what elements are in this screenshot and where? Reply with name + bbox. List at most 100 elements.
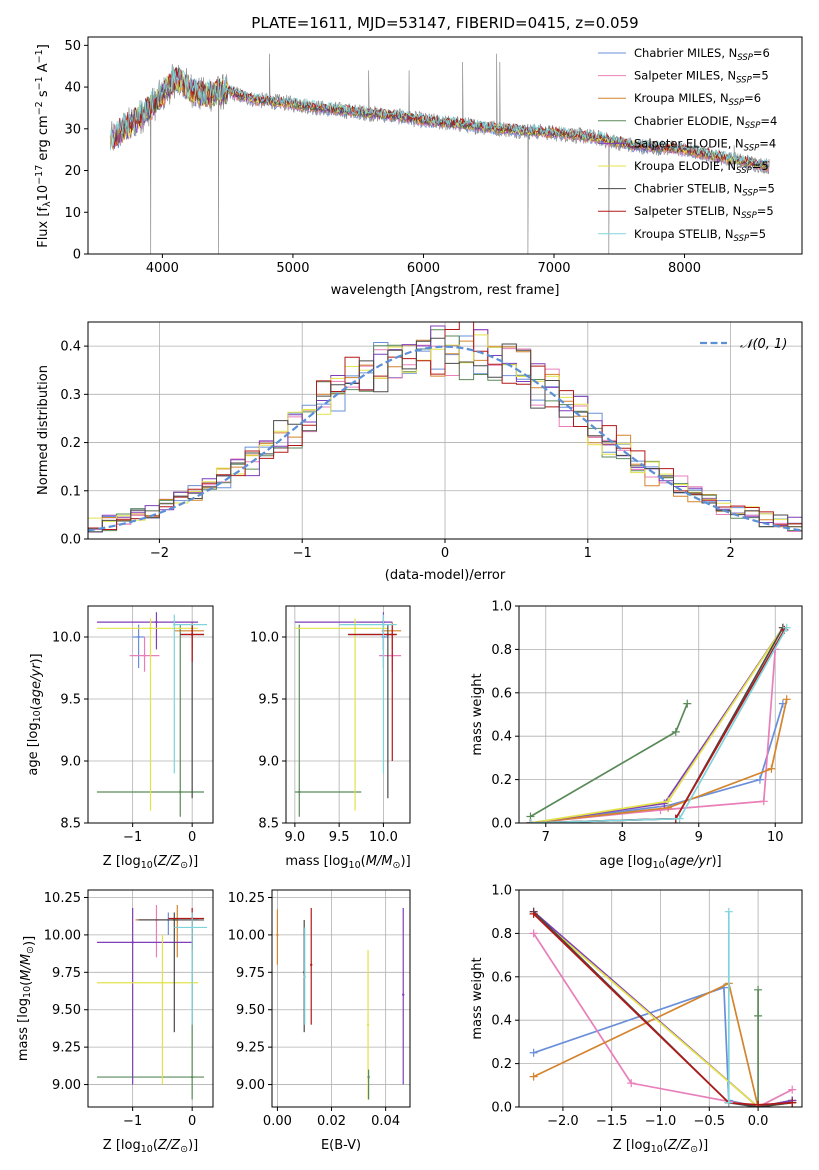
tick-label-x: −0.5	[694, 1114, 726, 1129]
label-part: (	[153, 854, 158, 869]
legend-sub: SSP	[736, 166, 752, 176]
legend-tail: =6	[744, 91, 761, 105]
series-marker	[754, 1011, 763, 1020]
tick-label-x: 0.02	[317, 1114, 346, 1129]
axes-mass-vs-Z: −1 0 9.00 9.25 9.50 9.75 10.00 10.25	[44, 889, 214, 1129]
label-part: Z/Z	[157, 1138, 181, 1153]
label-part: −2	[34, 101, 45, 115]
series-marker	[782, 695, 791, 704]
label-part: 10	[22, 986, 33, 998]
tick-label-y: 30	[64, 122, 81, 137]
label-part: )]	[188, 1138, 198, 1153]
tick-label-y: 0.2	[60, 436, 81, 451]
tick-label-x: 10	[767, 830, 784, 845]
series-line-1	[530, 703, 784, 823]
axis-label-x: Z [log10(Z/Z⊙)]	[103, 1138, 198, 1155]
data-point	[137, 635, 140, 639]
label-part: ⊙	[25, 946, 36, 954]
plot-area	[529, 907, 797, 1107]
legend-sub: SSP	[741, 211, 757, 221]
tick-label-y: 10.25	[228, 891, 265, 906]
axes-frame	[285, 605, 411, 824]
label-part: age [log	[26, 722, 41, 775]
legend-text: Salpeter MILES, N	[634, 69, 736, 83]
tick-label-y: 0.2	[491, 773, 512, 788]
tick-label-x: 0	[441, 546, 449, 561]
label-part: mass [log	[285, 854, 348, 869]
axes-frame	[271, 889, 411, 1108]
tick-label-x: −1	[123, 1114, 142, 1129]
axis-label-x: Z [log10(Z/Z⊙)]	[103, 854, 198, 871]
tick-label-y: 8.5	[60, 817, 81, 832]
legend-sub: SSP	[745, 121, 761, 131]
tick-label-x: 0.04	[371, 1114, 400, 1129]
series-line-2	[532, 932, 793, 1107]
series-line-4	[757, 989, 793, 1107]
label-part: ⊙	[180, 1144, 188, 1155]
axis-label-y: Flux [fλ10−17 erg cm−2 s−1 A−1]	[34, 44, 53, 248]
tick-label-x: 9	[695, 830, 703, 845]
tick-label-y: 9.0	[258, 755, 279, 770]
tick-label-x: 0.0	[748, 1114, 769, 1129]
tick-label-x: 8000	[668, 261, 701, 276]
tick-label-y: 9.00	[52, 1078, 81, 1093]
tick-label-y: 0.8	[491, 643, 512, 658]
tick-label-y: 0.8	[491, 927, 512, 942]
series-marker	[526, 819, 535, 823]
data-point	[382, 623, 385, 626]
tick-label-x: −2	[150, 546, 169, 561]
plot-area	[96, 612, 208, 817]
series-marker	[755, 775, 764, 784]
label-part: mass [log	[16, 998, 31, 1061]
data-point	[303, 975, 306, 978]
label-part: s	[36, 90, 51, 101]
legend-sub: SSP	[729, 98, 745, 108]
legend-text: Chabrier MILES, N	[634, 46, 737, 60]
label-part: erg cm	[36, 115, 51, 164]
tick-label-y: 10.00	[44, 928, 81, 943]
axes-spectrum: 4000 5000 6000 7000 8000 0 10 20 30 40 50	[64, 36, 803, 276]
tick-label-x: −1	[293, 546, 312, 561]
tick-label-x: 0.00	[263, 1114, 292, 1129]
axis-label-y: age [log10(age/yr)]	[26, 653, 44, 775]
data-point	[190, 633, 194, 636]
legend-tail: =4	[759, 136, 776, 150]
label-part: )]	[401, 854, 411, 869]
series-line-6	[533, 913, 793, 1107]
data-point	[149, 627, 152, 630]
label-part: Z [log	[103, 854, 141, 869]
legend-tail: =5	[752, 69, 769, 83]
axes-mass-vs-EBV: 0.00 0.02 0.04 9.00 9.25 9.50 9.75 10.00 10.25	[228, 889, 411, 1129]
label-part: M/M	[366, 854, 393, 869]
tick-label-x: 9.5	[329, 830, 350, 845]
tick-label-y: 0.0	[491, 817, 512, 832]
label-part: M/M	[19, 954, 34, 981]
legend-label: Kroupa STELIB, NSSP=5	[634, 227, 766, 244]
legend-tail: =5	[757, 204, 774, 218]
tick-label-y: 0.6	[491, 970, 512, 985]
label-part: age/yr	[670, 854, 713, 869]
tick-label-y: 9.25	[52, 1041, 81, 1056]
series-marker	[788, 1098, 797, 1107]
gaussian-curve	[88, 345, 802, 532]
tick-label-y: 10.25	[44, 891, 81, 906]
tick-label-y: 9.5	[258, 693, 279, 708]
tick-label-y: 20	[64, 164, 81, 179]
data-point	[391, 633, 394, 636]
tick-label-y: 1.0	[491, 600, 512, 615]
plot-area	[109, 53, 770, 254]
label-part: E(B-V)	[321, 1138, 361, 1153]
data-point	[367, 1075, 370, 1079]
label-part: 10	[141, 860, 153, 871]
data-point	[298, 790, 301, 794]
tick-label-x: 7	[542, 830, 550, 845]
legend-label: 𝒩(0, 1)	[740, 337, 787, 352]
label-part: −17	[34, 165, 45, 185]
label-part: −1	[34, 76, 45, 90]
plot-area	[88, 322, 802, 533]
axis-label-y: mass weight	[470, 957, 485, 1039]
tick-label-y: 10.0	[52, 631, 81, 646]
label-part: Z/Z	[667, 1138, 691, 1153]
spectrum-model-line-9	[109, 66, 770, 168]
